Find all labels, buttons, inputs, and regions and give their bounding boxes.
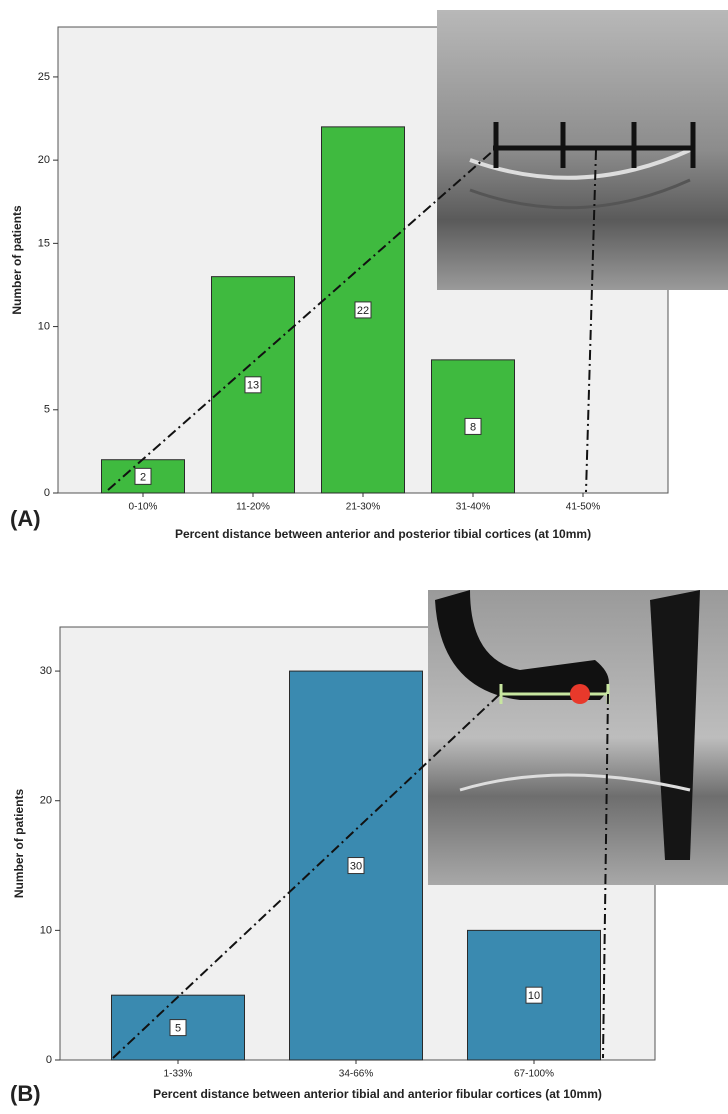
x-tick-label: 41-50%	[566, 502, 601, 513]
y-tick-label: 20	[38, 154, 50, 166]
y-tick-label: 10	[38, 320, 50, 332]
x-tick-label: 0-10%	[129, 502, 158, 513]
value-label: 30	[350, 860, 362, 872]
x-tick-label: 67-100%	[514, 1069, 554, 1080]
value-label: 8	[470, 421, 476, 433]
value-label: 10	[528, 990, 540, 1002]
y-tick-label: 0	[44, 487, 50, 499]
value-label: 22	[357, 305, 369, 317]
y-axis-title: Number of patients	[10, 205, 24, 315]
y-tick-label: 30	[40, 665, 52, 677]
y-tick-label: 20	[40, 795, 52, 807]
panel-label: (A)	[10, 506, 41, 531]
y-tick-label: 10	[40, 924, 52, 936]
y-tick-label: 0	[46, 1054, 52, 1066]
value-label: 13	[247, 380, 259, 392]
y-tick-label: 25	[38, 71, 50, 83]
x-tick-label: 21-30%	[346, 502, 381, 513]
value-label: 5	[175, 1022, 181, 1034]
panel-label: (B)	[10, 1081, 41, 1106]
value-label: 2	[140, 471, 146, 483]
x-tick-label: 31-40%	[456, 502, 491, 513]
y-tick-label: 5	[44, 404, 50, 416]
x-axis-title: Percent distance between anterior tibial…	[153, 1087, 602, 1101]
x-tick-label: 1-33%	[164, 1069, 193, 1080]
y-axis-title: Number of patients	[12, 789, 26, 899]
xray-inset-b	[428, 590, 728, 885]
x-tick-label: 34-66%	[339, 1069, 374, 1080]
x-tick-label: 11-20%	[236, 502, 270, 513]
x-axis-title: Percent distance between anterior and po…	[175, 527, 591, 541]
y-tick-label: 15	[38, 237, 50, 249]
xray-inset-a	[437, 10, 728, 290]
figure: 0 5 10 15 20 25 0-10% 2 11-20% 13 21-30% 22 31-40% 8 4…	[0, 0, 728, 1114]
